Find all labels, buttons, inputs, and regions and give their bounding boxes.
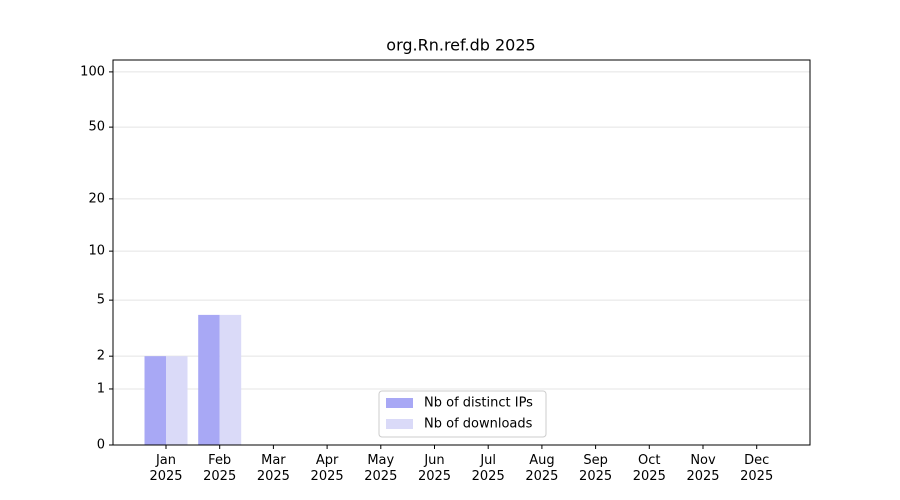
y-tick-label: 5 [97, 293, 105, 308]
x-tick-label: May 2025 [364, 453, 398, 484]
x-tick-label: Aug 2025 [525, 453, 559, 484]
legend-box [378, 390, 547, 438]
x-tick-label: Apr 2025 [310, 453, 344, 484]
x-tick-label: Feb 2025 [203, 453, 237, 484]
plot-frame [112, 59, 811, 446]
legend: Nb of distinct IPs Nb of downloads [378, 390, 547, 438]
legend-swatch [386, 419, 413, 429]
legend-swatch [386, 398, 413, 408]
x-tick-label: Jan 2025 [149, 453, 183, 484]
y-tick-label: 50 [88, 120, 105, 135]
bar [198, 314, 220, 445]
x-tick-label: Oct 2025 [632, 453, 666, 484]
y-tick-label: 0 [97, 438, 105, 453]
chart-title: org.Rn.ref.db 2025 [386, 36, 535, 55]
x-tick-label: Nov 2025 [686, 453, 720, 484]
bar [219, 314, 242, 445]
y-tick-label: 20 [88, 191, 105, 206]
x-tick-label: Jul 2025 [471, 453, 505, 484]
x-tick-label: Mar 2025 [256, 453, 290, 484]
y-tick-label: 1 [97, 381, 105, 396]
legend-label: Nb of downloads [424, 417, 533, 432]
bar [166, 356, 188, 445]
y-tick-label: 2 [97, 349, 105, 364]
x-tick-label: Dec 2025 [740, 453, 774, 484]
legend-label: Nb of distinct IPs [424, 396, 533, 411]
x-tick-label: Jun 2025 [417, 453, 452, 484]
x-tick-label: Sep 2025 [579, 453, 613, 484]
y-tick-label: 10 [88, 244, 105, 259]
y-tick-label: 100 [80, 64, 105, 79]
bar [144, 356, 166, 445]
